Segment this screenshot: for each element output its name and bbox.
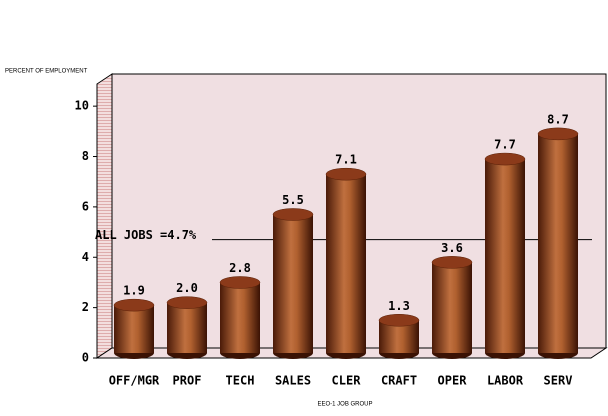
bar-top [325, 167, 367, 181]
x-tick-label: CRAFT [381, 374, 417, 388]
value-label: 8.7 [547, 112, 569, 126]
y-tick-label: 6 [82, 199, 89, 213]
bar [485, 159, 525, 353]
value-label: 7.7 [494, 138, 516, 152]
bar-top [537, 127, 579, 141]
x-tick-label: OPER [438, 374, 468, 388]
bar [538, 133, 578, 353]
bar-top [431, 256, 473, 269]
x-tick-label: SALES [275, 374, 311, 388]
value-label: 2.0 [176, 281, 198, 295]
value-label: 1.3 [388, 299, 410, 313]
y-tick-label: 8 [82, 149, 89, 163]
x-tick-label: LABOR [487, 374, 524, 388]
reference-label: ALL JOBS =4.7% [95, 228, 197, 242]
bar-top [484, 152, 526, 166]
bar-top [378, 314, 420, 327]
bar [167, 302, 207, 353]
side-wall [96, 73, 113, 359]
x-tick-label: OFF/MGR [109, 374, 160, 388]
bar [432, 262, 472, 353]
x-tick-label: PROF [173, 374, 202, 388]
y-tick-label: 2 [82, 300, 89, 314]
value-label: 2.8 [229, 261, 251, 275]
bar-top [272, 208, 314, 221]
bar-top [166, 296, 208, 309]
bar [220, 282, 260, 353]
bar [326, 174, 366, 353]
x-axis-title: EEO-1 JOB GROUP [317, 402, 372, 408]
x-tick-label: SERV [544, 374, 573, 388]
bar-top [219, 276, 261, 289]
bar [114, 305, 154, 353]
x-tick-label: TECH [226, 374, 255, 388]
value-label: 5.5 [282, 193, 304, 207]
y-tick-label: 10 [75, 99, 89, 113]
value-label: 7.1 [335, 153, 357, 167]
value-label: 3.6 [441, 241, 463, 255]
x-tick-label: CLER [332, 374, 362, 388]
value-label: 1.9 [123, 284, 145, 298]
y-axis-title: PERCENT OF EMPLOYMENT [5, 69, 88, 75]
bar-top [113, 298, 155, 312]
y-tick-label: 4 [82, 250, 89, 264]
bar [273, 214, 313, 353]
y-tick-label: 0 [82, 351, 89, 365]
